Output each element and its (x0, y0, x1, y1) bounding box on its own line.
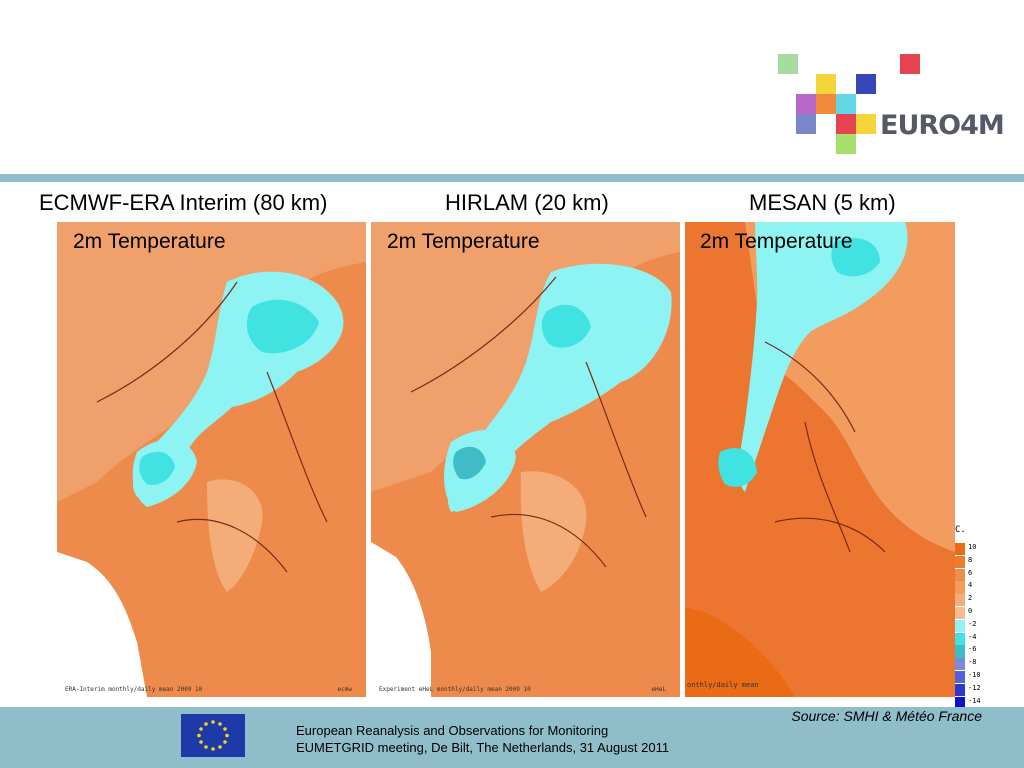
map-era-interim: ERA-Interim monthly/daily mean 2009 10 e… (57, 222, 366, 697)
legend-item: 10 (955, 543, 983, 556)
legend-label: 10 (968, 543, 977, 551)
map-mesan: onthly/daily mean (685, 222, 955, 697)
legend-item: -6 (955, 645, 983, 658)
legend-label: 2 (968, 594, 973, 603)
map-corner-label: eHeL (651, 686, 666, 693)
legend-label: -4 (968, 632, 977, 641)
logo-text: EURO4M (880, 110, 1005, 141)
map-hirlam: Experiment eHeL monthly/daily mean 2009 … (371, 222, 680, 697)
legend-swatch (955, 555, 965, 568)
footer-project-line: European Reanalysis and Observations for… (296, 723, 609, 738)
legend-item: 4 (955, 581, 983, 594)
legend-swatch (955, 670, 965, 684)
legend-swatch (955, 606, 965, 620)
legend-swatch (955, 594, 965, 607)
legend-item: 2 (955, 594, 983, 607)
legend-item: -8 (955, 658, 983, 671)
header-divider (0, 174, 1024, 182)
eu-flag-icon (181, 714, 245, 757)
footer-meeting-line: EUMETGRID meeting, De Bilt, The Netherla… (296, 740, 670, 755)
map-footer: ERA-Interim monthly/daily mean 2009 10 (65, 686, 203, 693)
legend-label: -2 (968, 619, 977, 628)
legend-swatch (955, 632, 965, 645)
legend-swatch (955, 568, 965, 581)
legend-swatch (955, 696, 965, 709)
legend-label: 8 (968, 555, 973, 564)
euro4m-logo (778, 50, 1002, 170)
legend-label: -6 (968, 645, 977, 654)
legend-swatch (955, 581, 965, 594)
legend-item: 0 (955, 606, 983, 620)
legend-label: -12 (968, 683, 981, 692)
legend-swatch (955, 619, 965, 632)
legend-item: 6 (955, 568, 983, 582)
legend-swatch (955, 645, 965, 658)
legend-item: -4 (955, 632, 983, 646)
legend-swatch (955, 543, 965, 556)
map-corner-label: ecmw (337, 686, 352, 693)
legend-swatch (955, 658, 965, 671)
map-footer: onthly/daily mean (687, 681, 759, 689)
legend-unit: C. (955, 525, 966, 535)
legend-label: 4 (968, 581, 973, 590)
legend-swatch (955, 683, 965, 696)
map-title-hirlam: HIRLAM (20 km) (445, 190, 609, 215)
map-title-mesan: MESAN (5 km) (749, 190, 896, 215)
legend-label: 6 (968, 568, 973, 577)
map-label-mesan: 2m Temperature (700, 230, 853, 253)
legend-item: -2 (955, 619, 983, 633)
map-label-era-interim: 2m Temperature (73, 230, 226, 253)
legend-label: -14 (968, 696, 981, 705)
legend-item: 8 (955, 555, 983, 569)
source-credit: Source: SMHI & Météo France (791, 708, 982, 724)
legend-item: -10 (955, 670, 983, 684)
legend-label: -10 (968, 670, 981, 679)
legend-label: 0 (968, 606, 973, 615)
map-label-hirlam: 2m Temperature (387, 230, 540, 253)
map-footer: Experiment eHeL monthly/daily mean 2009 … (379, 686, 531, 693)
legend-item: -14 (955, 696, 983, 710)
legend-item: -12 (955, 683, 983, 697)
map-title-era-interim: ECMWF-ERA Interim (80 km) (39, 190, 328, 215)
legend-label: -8 (968, 658, 977, 667)
temperature-legend: C. 10 8 6 4 2 0 -2 -4 -6 -8 -10 -12 -14 (955, 525, 983, 709)
footer-bar (0, 707, 1024, 768)
